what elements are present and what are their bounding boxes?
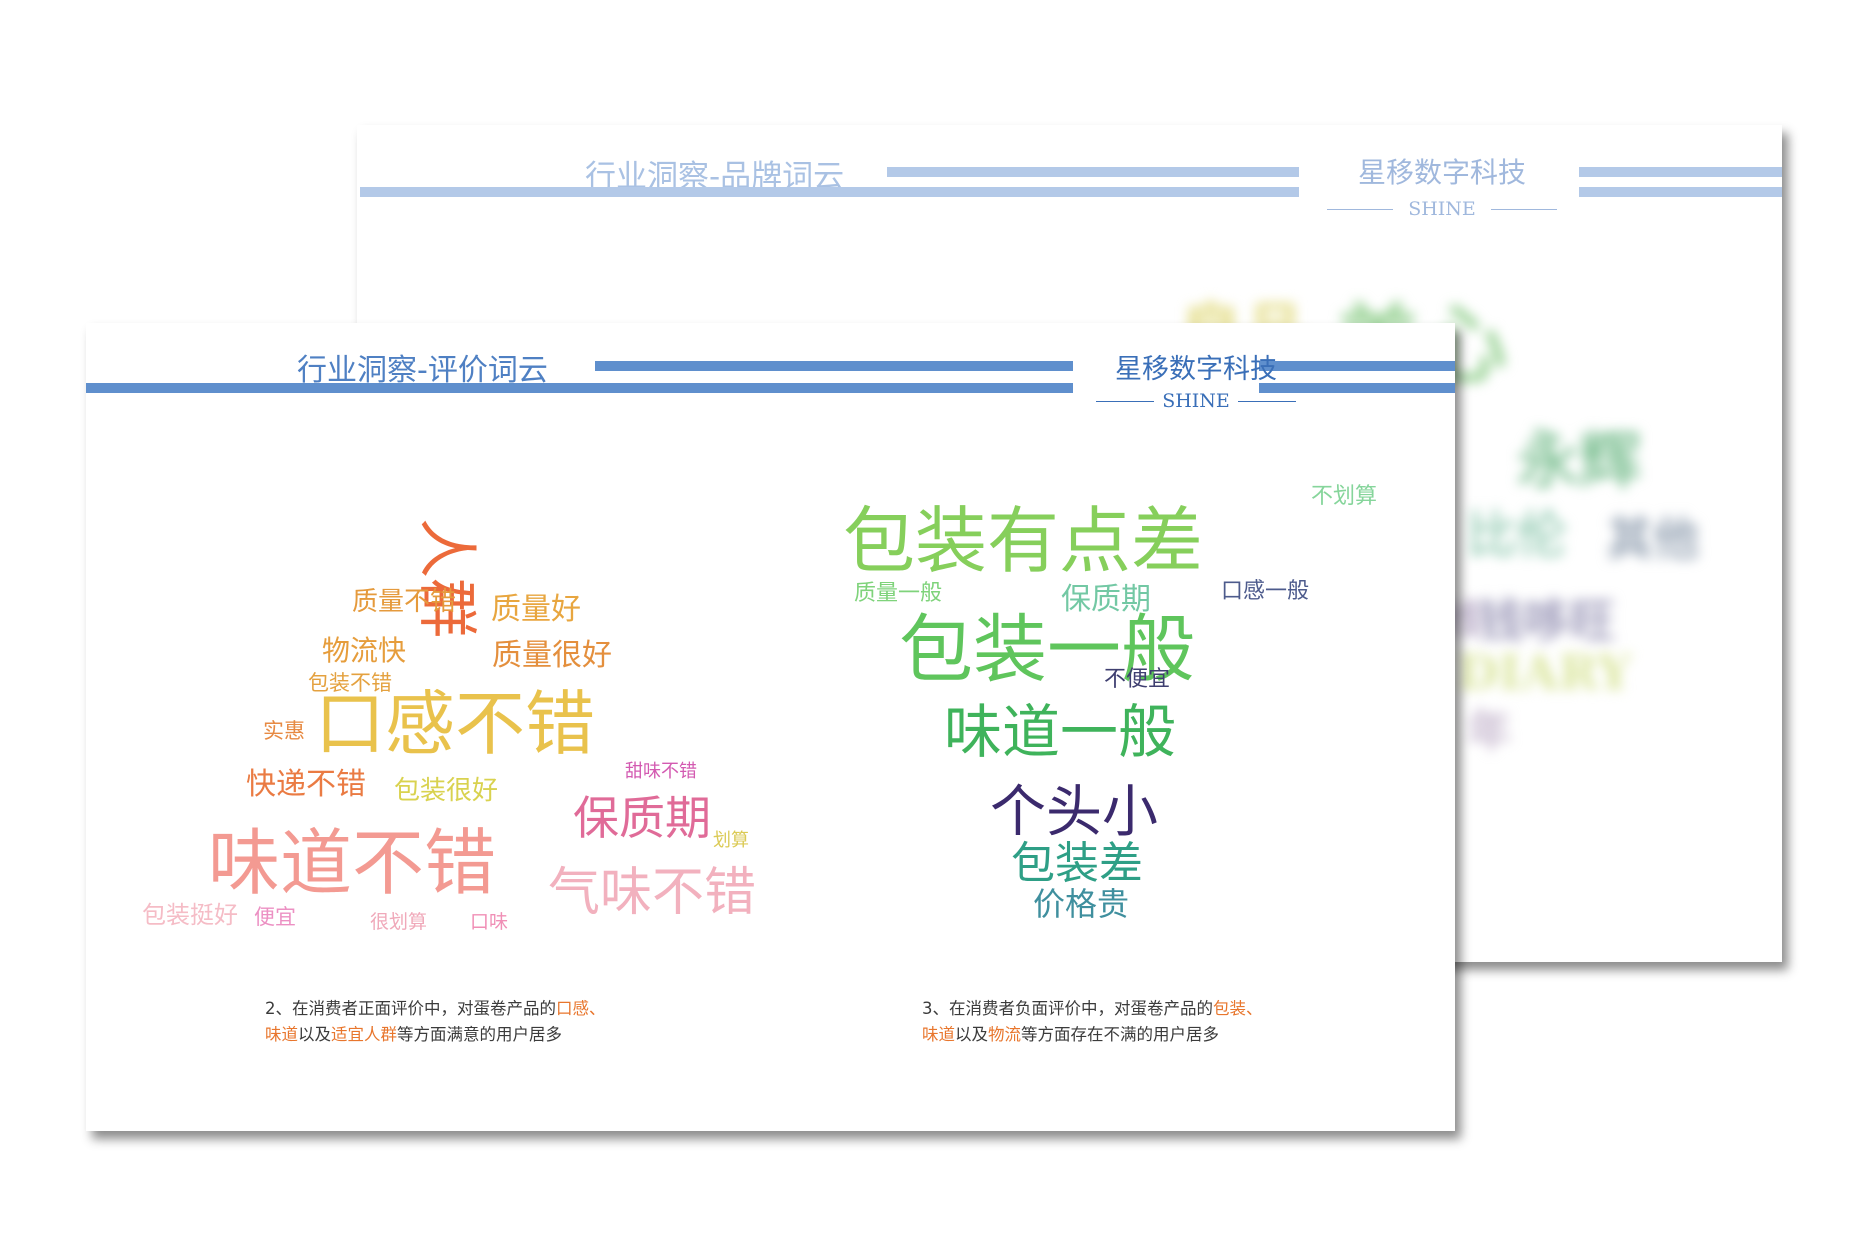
cloud-word: 口味 (470, 911, 509, 933)
caption-text: 等方面满意的用户居多 (397, 1025, 562, 1044)
cloud-word: 味道不错 (208, 821, 497, 905)
header-bar (1579, 167, 1782, 177)
cloud-word: 气味不错 (548, 863, 757, 923)
cloud-word: 保质期 (573, 791, 711, 845)
caption-highlight: 包装、 (1213, 999, 1263, 1018)
brand-rule (1238, 401, 1296, 402)
caption-text: 等方面存在不满的用户居多 (1021, 1025, 1219, 1044)
header-bar (1259, 383, 1455, 393)
caption-line: 味道以及物流等方面存在不满的用户居多 (922, 1022, 1263, 1048)
cloud-word: 包装一般 (899, 607, 1195, 693)
caption-line: 味道以及适宜人群等方面满意的用户居多 (265, 1022, 606, 1048)
cloud-word: 物流快 (322, 634, 407, 667)
cloud-word: 质量不错 (352, 587, 457, 617)
caption-text: 2、在消费者正面评价中，对蛋卷产品的 (265, 999, 556, 1018)
brand-name: 星移数字科技 (1357, 156, 1526, 189)
cloud-word: DIARY (1457, 645, 1631, 701)
cloud-word: 质量很好 (492, 638, 612, 673)
brand-sub-line: SHINE (1327, 197, 1557, 221)
caption-text: 以及 (298, 1025, 331, 1044)
header-bar (1579, 187, 1782, 197)
slide-title: 行业洞察-评价词云 (297, 353, 548, 388)
brand-rule (1327, 209, 1393, 210)
cloud-word: 便宜 (254, 905, 296, 929)
brand-rule (1491, 209, 1557, 210)
cloud-word: 口感一般 (1221, 579, 1310, 604)
cloud-word: 包装很好 (394, 776, 499, 806)
slide-review-wordcloud: 行业洞察-评价词云 星移数字科技 SHINE 人群 质量不错 质量好 物流快 质… (86, 323, 1455, 1131)
caption-text: 3、在消费者负面评价中，对蛋卷产品的 (922, 999, 1213, 1018)
cloud-word: 包装不错 (308, 671, 392, 695)
cloud-word: 不便宜 (1104, 667, 1171, 692)
caption-highlight: 适宜人群 (331, 1025, 397, 1044)
brand-sub: SHINE (1162, 390, 1230, 412)
cloud-word: 口感不错 (315, 683, 595, 765)
cloud-word: 划算 (713, 830, 749, 851)
cloud-word: 保质期 (1061, 582, 1151, 617)
cloud-word: 包装挺好 (142, 901, 238, 929)
brand-sub-line: SHINE (1096, 389, 1296, 413)
cloud-word: 其他 (1607, 512, 1699, 566)
caption-line: 2、在消费者正面评价中，对蛋卷产品的口感、 (265, 996, 606, 1022)
caption-positive: 2、在消费者正面评价中，对蛋卷产品的口感、 味道以及适宜人群等方面满意的用户居多 (265, 996, 606, 1048)
cloud-word: 人群 (411, 518, 481, 638)
cloud-word: 质量好 (491, 592, 581, 627)
cloud-word: 甜味不错 (625, 761, 697, 782)
header-bar (595, 361, 1073, 371)
header-bar (1259, 361, 1455, 371)
cloud-word: 包装有点差 (843, 499, 1204, 583)
cloud-word: 不划算 (1311, 484, 1378, 509)
brand-rule (1096, 401, 1154, 402)
cloud-word: 快递不错 (246, 767, 366, 802)
brand-logo: 星移数字科技 SHINE (1096, 347, 1296, 412)
caption-line: 3、在消费者负面评价中，对蛋卷产品的包装、 (922, 996, 1263, 1022)
cloud-word: 永辉 (1517, 424, 1642, 497)
caption-text: 以及 (955, 1025, 988, 1044)
header-bar (86, 383, 1073, 393)
cloud-word: 比伦 (1467, 506, 1567, 564)
caption-negative: 3、在消费者负面评价中，对蛋卷产品的包装、 味道以及物流等方面存在不满的用户居多 (922, 996, 1263, 1048)
cloud-word: 钱哆旺 (1477, 594, 1615, 648)
caption-highlight: 物流 (988, 1025, 1021, 1044)
caption-highlight: 味道 (922, 1025, 955, 1044)
header-bar (887, 167, 1299, 177)
cloud-word: 质量一般 (854, 581, 943, 606)
brand-name: 星移数字科技 (1115, 354, 1277, 385)
cloud-word: 包装差 (1011, 838, 1143, 889)
brand-logo: 星移数字科技 SHINE (1327, 151, 1557, 220)
caption-highlight: 口感、 (556, 999, 606, 1018)
header-bar (360, 187, 1299, 197)
cloud-word: 个头小 (990, 780, 1158, 845)
brand-sub: SHINE (1408, 198, 1476, 220)
cloud-word: 价格贵 (1033, 885, 1130, 923)
cloud-word: 实惠 (263, 719, 305, 743)
cloud-word: 很划算 (370, 911, 428, 933)
cloud-word: 年 (1467, 706, 1511, 757)
cloud-word: 味道一般 (944, 698, 1177, 766)
caption-highlight: 味道 (265, 1025, 298, 1044)
